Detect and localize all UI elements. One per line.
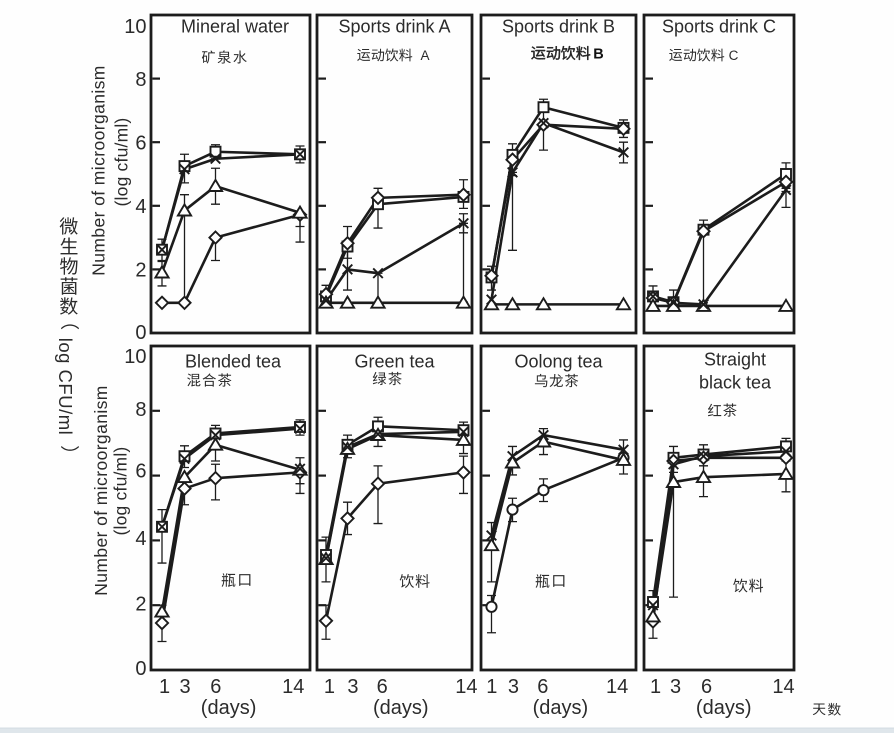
svg-text:6: 6 — [135, 132, 146, 154]
svg-text:(days): (days) — [201, 697, 257, 719]
svg-text:6: 6 — [701, 676, 712, 698]
svg-text:(log cfu/ml): (log cfu/ml) — [112, 118, 132, 207]
svg-text:14: 14 — [606, 676, 628, 698]
svg-text:6: 6 — [377, 676, 388, 698]
svg-text:14: 14 — [282, 676, 304, 698]
svg-text:A: A — [420, 48, 429, 63]
svg-text:Oolong tea: Oolong tea — [514, 352, 603, 372]
svg-text:black tea: black tea — [699, 373, 772, 393]
svg-text:B: B — [593, 47, 603, 63]
svg-text:14: 14 — [772, 676, 794, 698]
svg-text:1: 1 — [486, 676, 497, 698]
svg-text:6: 6 — [537, 676, 548, 698]
svg-text:0: 0 — [135, 658, 146, 680]
svg-text:1: 1 — [650, 676, 661, 698]
svg-text:(log cfu/ml): (log cfu/ml) — [110, 447, 130, 536]
svg-text:Blended tea: Blended tea — [185, 352, 282, 372]
svg-text:3: 3 — [670, 676, 681, 698]
svg-text:0: 0 — [135, 322, 146, 344]
svg-text:C: C — [729, 48, 739, 63]
svg-text:4: 4 — [135, 528, 146, 550]
svg-text:Number of microorganism: Number of microorganism — [91, 385, 111, 596]
svg-text:6: 6 — [210, 676, 221, 698]
svg-text:log CFU/ml: log CFU/ml — [55, 338, 76, 436]
svg-text:14: 14 — [455, 676, 477, 698]
svg-text:3: 3 — [508, 676, 519, 698]
svg-text:Sports drink B: Sports drink B — [502, 17, 615, 37]
svg-text:10: 10 — [124, 16, 146, 38]
svg-text:8: 8 — [135, 399, 146, 421]
svg-text:1: 1 — [324, 676, 335, 698]
svg-text:3: 3 — [347, 676, 358, 698]
svg-text:3: 3 — [179, 676, 190, 698]
svg-text:Mineral water: Mineral water — [181, 17, 289, 37]
svg-text:Sports drink C: Sports drink C — [662, 17, 776, 37]
svg-text:(days): (days) — [696, 697, 752, 719]
svg-text:4: 4 — [135, 196, 146, 218]
svg-text:1: 1 — [159, 676, 170, 698]
svg-text:Sports drink A: Sports drink A — [338, 17, 450, 37]
svg-text:8: 8 — [135, 69, 146, 91]
svg-text:2: 2 — [135, 594, 146, 616]
svg-text:6: 6 — [135, 461, 146, 483]
svg-text:Number of microorganism: Number of microorganism — [89, 65, 109, 276]
svg-text:(days): (days) — [373, 697, 429, 719]
svg-text:(days): (days) — [533, 697, 589, 719]
svg-text:Straight: Straight — [704, 350, 766, 370]
svg-text:Green tea: Green tea — [354, 352, 435, 372]
svg-text:2: 2 — [135, 260, 146, 282]
svg-text:10: 10 — [124, 346, 146, 368]
